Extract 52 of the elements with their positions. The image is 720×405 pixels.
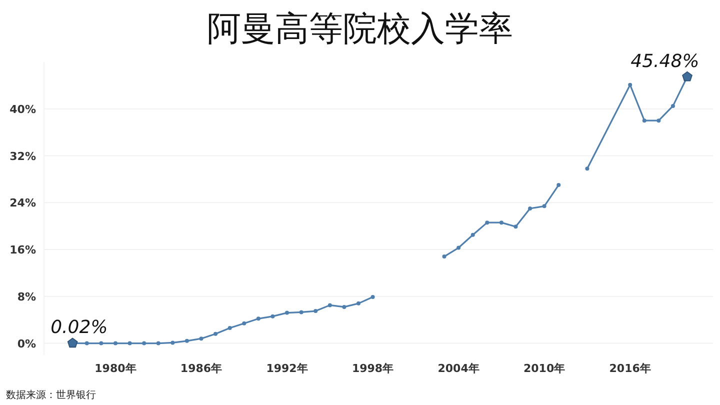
y-tick-label: 24% xyxy=(10,196,36,210)
point xyxy=(528,206,532,210)
point xyxy=(156,341,160,346)
y-tick-label: 0% xyxy=(17,337,36,350)
point xyxy=(270,314,275,318)
point xyxy=(642,118,646,123)
point xyxy=(242,321,246,326)
point xyxy=(113,341,118,346)
point xyxy=(542,204,546,208)
x-tick-label: 1992年 xyxy=(266,362,308,375)
point xyxy=(99,341,104,346)
point xyxy=(470,232,475,237)
point xyxy=(314,309,318,314)
point xyxy=(485,220,490,225)
point xyxy=(356,301,360,306)
x-tick-label: 2010年 xyxy=(524,362,566,375)
point xyxy=(285,310,290,315)
y-tick-label: 8% xyxy=(17,290,36,304)
annotation: 0.02% xyxy=(50,317,108,338)
point xyxy=(442,254,446,259)
point xyxy=(328,303,332,308)
point xyxy=(456,246,461,250)
point xyxy=(128,341,132,346)
source-note: 数据来源：世界银行 xyxy=(6,389,96,401)
point xyxy=(556,183,561,188)
y-tick-label: 40% xyxy=(10,102,36,116)
point xyxy=(670,104,675,108)
point xyxy=(170,340,175,345)
y-tick-label: 16% xyxy=(10,244,36,257)
point xyxy=(199,336,204,341)
point xyxy=(585,166,590,171)
y-tick-label: 32% xyxy=(10,150,36,163)
x-tick-label: 2016年 xyxy=(609,362,651,375)
point xyxy=(656,118,661,123)
point xyxy=(184,338,189,343)
point xyxy=(84,341,89,346)
point xyxy=(628,82,632,87)
x-tick-label: 1986年 xyxy=(180,362,222,375)
x-tick-label: 1980年 xyxy=(94,362,136,375)
x-tick-label: 1998年 xyxy=(352,362,394,375)
point xyxy=(499,220,504,225)
point xyxy=(214,332,218,336)
point xyxy=(142,341,146,346)
point xyxy=(370,294,375,299)
point xyxy=(514,224,518,229)
chart-title: 阿曼高等院校入学率 xyxy=(207,9,513,49)
point xyxy=(228,326,232,330)
x-tick-label: 2004年 xyxy=(438,362,480,375)
point xyxy=(342,304,346,309)
annotation: 45.48% xyxy=(630,50,700,72)
point xyxy=(256,316,260,321)
point xyxy=(299,310,304,314)
